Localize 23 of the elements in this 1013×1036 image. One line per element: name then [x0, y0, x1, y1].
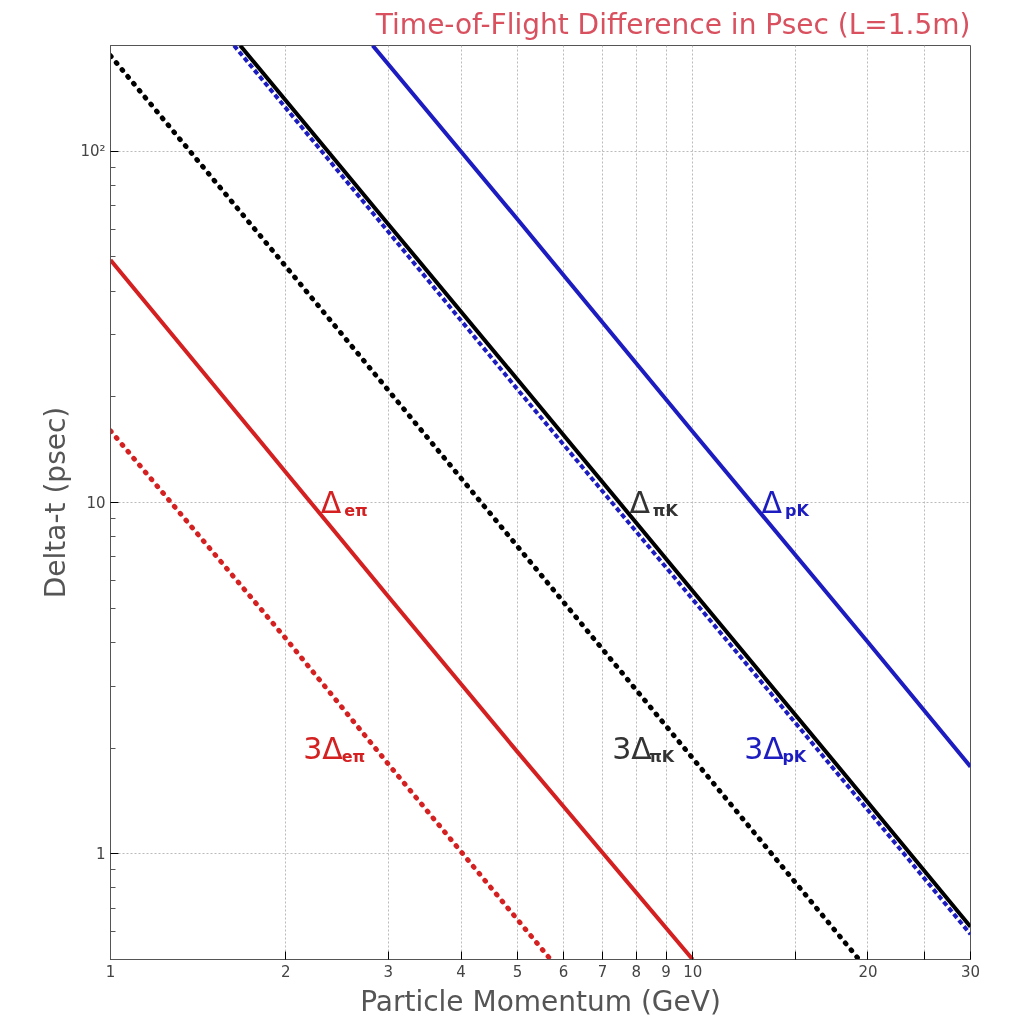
x-tick-label: 30 — [960, 962, 981, 981]
series-label: 3Δeπ — [303, 730, 366, 766]
y-tick-label: 10² — [80, 142, 106, 161]
x-tick-label: 4 — [456, 962, 466, 981]
x-tick-label: 6 — [558, 962, 569, 981]
x-tick-label: 7 — [597, 962, 608, 981]
x-tick-label: 10 — [683, 962, 703, 981]
x-axis-title: Particle Momentum (GeV) — [360, 984, 721, 1018]
series-label: 3ΔπK — [612, 730, 675, 766]
x-tick-label: 3 — [383, 962, 394, 981]
x-tick-label: 20 — [858, 962, 878, 981]
series-label: ΔπK — [629, 485, 679, 520]
x-tick-label: 5 — [512, 962, 523, 981]
x-tick-label: 2 — [280, 962, 291, 981]
y-tick-label: 10 — [86, 493, 106, 512]
y-tick-label: 1 — [95, 844, 106, 863]
x-tick-label: 9 — [661, 962, 671, 981]
series-label: Δeπ — [320, 485, 368, 520]
chart-title: Time-of-Flight Difference in Psec (L=1.5m) — [374, 7, 971, 41]
series-label: ΔpK — [761, 485, 810, 520]
y-axis-title: Delta-t (psec) — [39, 406, 73, 599]
series-label: 3ΔpK — [744, 730, 807, 766]
x-tick-label: 8 — [631, 962, 642, 981]
